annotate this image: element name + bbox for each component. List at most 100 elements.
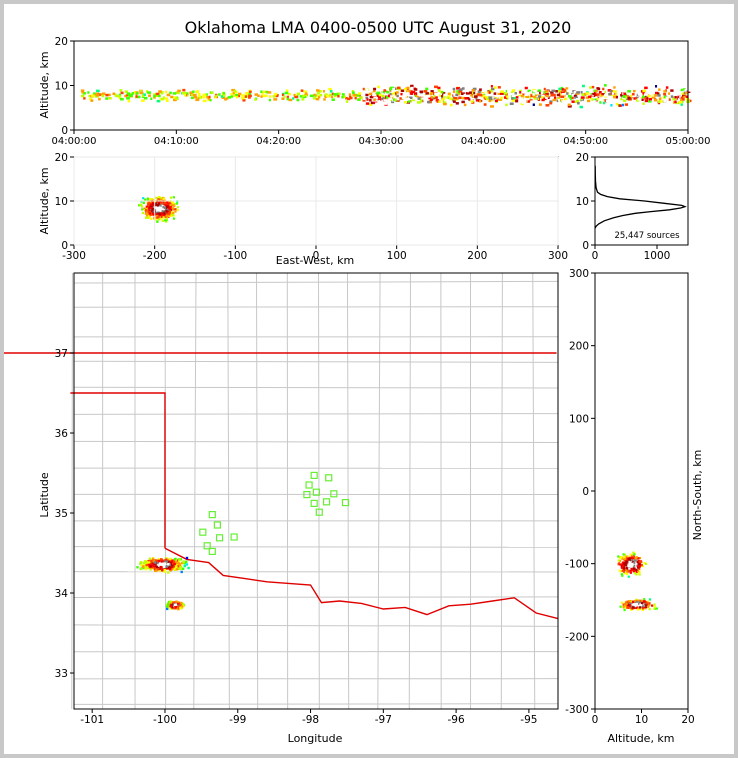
source-cell — [274, 92, 278, 96]
source-cell — [640, 564, 643, 567]
source-cell — [155, 564, 158, 567]
source-cell — [161, 565, 165, 568]
station-marker — [310, 471, 318, 479]
source-cell — [163, 202, 166, 205]
source-cell — [615, 95, 618, 99]
source-cell — [550, 91, 554, 94]
source-cell — [615, 88, 620, 91]
source-cell — [165, 218, 168, 221]
source-cell — [163, 206, 167, 209]
source-cell — [585, 92, 590, 95]
source-cell — [619, 563, 622, 566]
x-tick-label: 200 — [467, 250, 487, 262]
source-cell — [490, 105, 494, 108]
source-cell — [529, 91, 533, 94]
figure-frame: Oklahoma LMA 0400-0500 UTC August 31, 20… — [4, 4, 734, 754]
source-cell — [615, 102, 619, 106]
source-cell — [185, 563, 189, 566]
source-cell — [382, 96, 385, 100]
source-cell — [215, 94, 218, 98]
source-cell — [589, 89, 593, 93]
source-cell — [261, 92, 264, 95]
source-cell — [637, 565, 640, 568]
source-cell — [558, 99, 561, 102]
source-cell — [564, 97, 568, 101]
source-cell — [592, 100, 596, 103]
source-cell — [371, 90, 376, 93]
source-cell — [389, 97, 393, 100]
source-cell — [192, 93, 197, 97]
source-cell — [511, 91, 515, 94]
source-cell — [157, 558, 160, 561]
source-cell — [152, 213, 155, 216]
source-cell — [162, 213, 165, 216]
source-cell — [624, 601, 628, 604]
source-cell — [167, 560, 170, 563]
station-marker — [322, 498, 331, 506]
source-cell — [180, 601, 183, 605]
source-cell — [628, 605, 632, 608]
source-cell — [443, 92, 446, 95]
source-cell — [226, 97, 229, 100]
source-cell — [160, 198, 163, 201]
source-cell — [399, 90, 403, 94]
source-cell — [642, 92, 646, 95]
source-cell — [680, 98, 685, 101]
source-cell — [143, 198, 147, 201]
source-cell — [458, 93, 461, 96]
source-cell — [81, 90, 85, 94]
source-cell — [318, 90, 322, 93]
source-cell — [384, 97, 388, 101]
source-cell — [565, 87, 569, 90]
source-cell — [412, 98, 416, 102]
source-cell — [164, 560, 167, 564]
source-cell — [331, 92, 335, 96]
source-cell — [231, 88, 236, 92]
source-cell — [433, 95, 436, 98]
source-cell — [159, 208, 163, 211]
source-cell — [537, 95, 542, 98]
source-cell — [151, 201, 154, 204]
source-cell — [156, 564, 160, 567]
source-cell — [165, 99, 169, 103]
source-cell — [396, 97, 400, 101]
altitude-histogram-curve — [594, 165, 687, 229]
source-cell — [396, 94, 399, 98]
source-cell — [632, 568, 636, 572]
source-cell — [594, 93, 597, 97]
source-cell — [160, 218, 163, 221]
source-cell — [629, 553, 632, 556]
source-cell — [641, 98, 645, 101]
source-cell — [566, 97, 571, 100]
source-cell — [455, 93, 458, 97]
source-cell — [169, 214, 172, 217]
source-cell — [152, 210, 155, 213]
source-cell — [621, 562, 624, 565]
source-cell — [660, 92, 665, 96]
source-cell — [171, 201, 175, 204]
source-cell — [156, 208, 159, 211]
source-cell — [443, 102, 447, 106]
source-cell — [147, 199, 150, 202]
source-cell — [168, 213, 171, 216]
source-cell — [663, 95, 667, 99]
source-cell — [373, 87, 377, 91]
source-cell — [625, 572, 629, 576]
station-marker — [312, 488, 320, 496]
county-line — [73, 280, 559, 284]
source-cell — [148, 204, 151, 207]
source-cell — [480, 97, 484, 100]
y-tick-label: -100 — [565, 559, 589, 571]
source-cell — [645, 604, 648, 607]
source-cell — [148, 201, 151, 205]
source-cell — [623, 559, 626, 562]
source-cell — [150, 205, 153, 208]
source-cell — [154, 196, 158, 199]
station-marker — [213, 521, 221, 529]
time-height-panel: 04:00:00 04:10:00 04:20:00 04:30:00 04:40:00… — [38, 36, 710, 147]
source-cell — [601, 96, 605, 100]
source-cell — [626, 560, 629, 563]
source-cell — [198, 94, 201, 98]
source-cell — [680, 103, 683, 106]
source-cell — [452, 90, 456, 94]
